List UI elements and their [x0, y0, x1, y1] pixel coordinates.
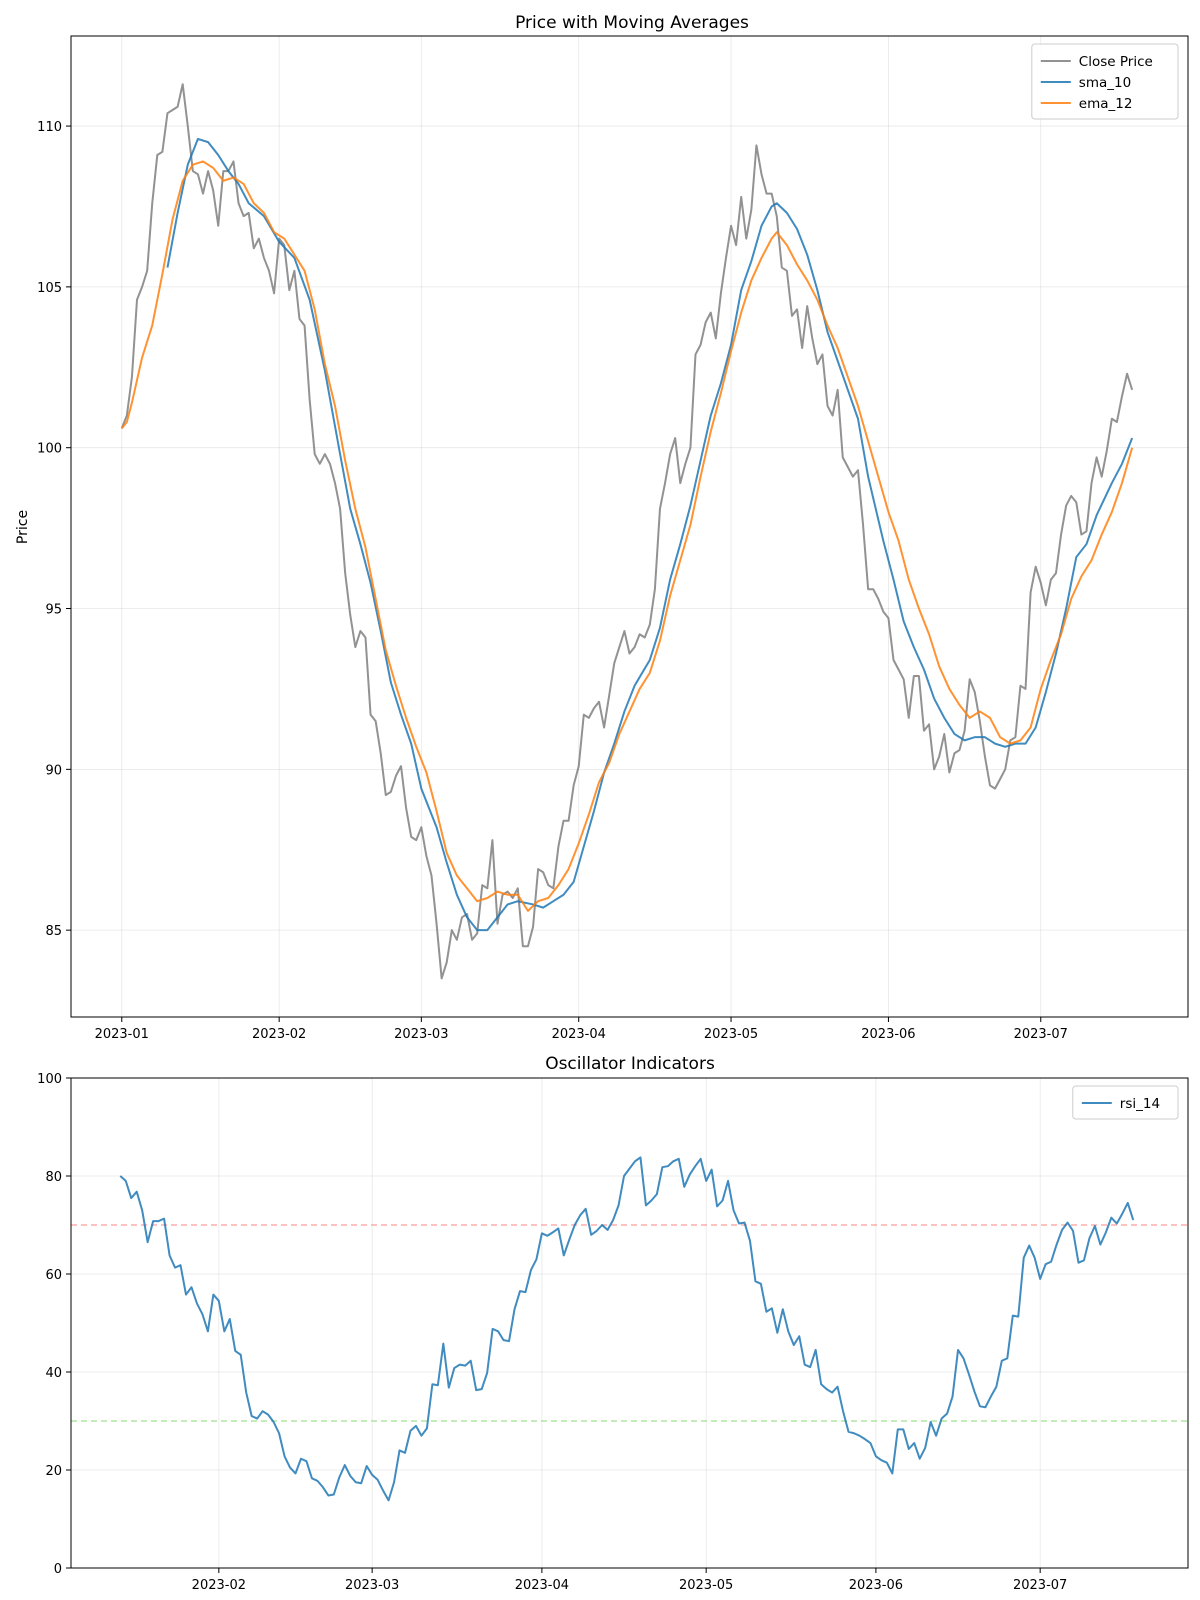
x-tick-label: 2023-07 [1014, 1027, 1068, 1042]
y-tick-label: 60 [45, 1268, 62, 1283]
legend-label: rsi_14 [1120, 1096, 1160, 1112]
x-tick-label: 2023-02 [192, 1578, 246, 1593]
oscillator-chart-title: Oscillator Indicators [545, 1054, 715, 1074]
oscillator-x-axis: 2023-02 2023-03 2023-04 2023-05 2023-06 2023-… [192, 1568, 1067, 1593]
price-y-axis: 85 90 95 100 105 110 [37, 120, 71, 939]
x-tick-label: 2023-03 [394, 1027, 448, 1042]
oscillator-y-axis: 0 20 40 60 80 100 [37, 1072, 71, 1577]
price-series-layer [120, 83, 1134, 980]
price-x-axis: 2023-01 2023-02 2023-03 2023-04 2023-05 2023-… [95, 1017, 1068, 1042]
y-tick-label: 0 [54, 1562, 62, 1577]
price-chart-title: Price with Moving Averages [515, 13, 749, 33]
y-tick-label: 85 [45, 924, 62, 939]
series-line-ema-12 [120, 160, 1134, 912]
x-tick-label: 2023-05 [679, 1578, 733, 1593]
price-y-axis-label: Price [15, 510, 31, 544]
x-tick-label: 2023-06 [849, 1578, 903, 1593]
x-tick-label: 2023-04 [515, 1578, 569, 1593]
price-axes-frame [70, 35, 1189, 1018]
legend-label: sma_10 [1079, 75, 1131, 91]
y-tick-label: 20 [45, 1464, 62, 1479]
y-tick-label: 100 [37, 442, 62, 457]
legend-box [1031, 43, 1179, 120]
y-tick-label: 80 [45, 1170, 62, 1185]
x-tick-label: 2023-02 [252, 1027, 306, 1042]
oscillator-reference-lines [71, 1224, 1188, 1422]
y-tick-label: 100 [37, 1072, 62, 1087]
x-tick-label: 2023-06 [861, 1027, 915, 1042]
series-line-close-price [120, 83, 1134, 980]
x-tick-label: 2023-03 [345, 1578, 399, 1593]
price-legend: Close Price sma_10 ema_12 [1031, 43, 1179, 120]
x-tick-label: 2023-07 [1013, 1578, 1067, 1593]
series-line-sma-10 [166, 137, 1134, 932]
x-tick-label: 2023-04 [552, 1027, 606, 1042]
price-chart: Price with Moving Averages 2023-01 2023-0… [15, 13, 1189, 1042]
series-line-rsi-14 [119, 1156, 1135, 1502]
y-tick-label: 40 [45, 1366, 62, 1381]
price-grid [71, 36, 1188, 1017]
y-tick-label: 105 [37, 281, 62, 296]
oscillator-legend: rsi_14 [1072, 1085, 1179, 1120]
oscillator-chart: Oscillator Indicators 2023-02 2023-03 2023… [37, 1054, 1189, 1593]
oscillator-series-layer [119, 1156, 1135, 1502]
y-tick-label: 90 [45, 763, 62, 778]
oscillator-axes-frame [70, 1077, 1189, 1569]
y-tick-label: 95 [45, 603, 62, 618]
legend-label: Close Price [1079, 54, 1153, 70]
x-tick-label: 2023-05 [704, 1027, 758, 1042]
legend-box [1072, 1085, 1179, 1120]
legend-label: ema_12 [1079, 96, 1133, 112]
y-tick-label: 110 [37, 120, 62, 135]
x-tick-label: 2023-01 [95, 1027, 149, 1042]
